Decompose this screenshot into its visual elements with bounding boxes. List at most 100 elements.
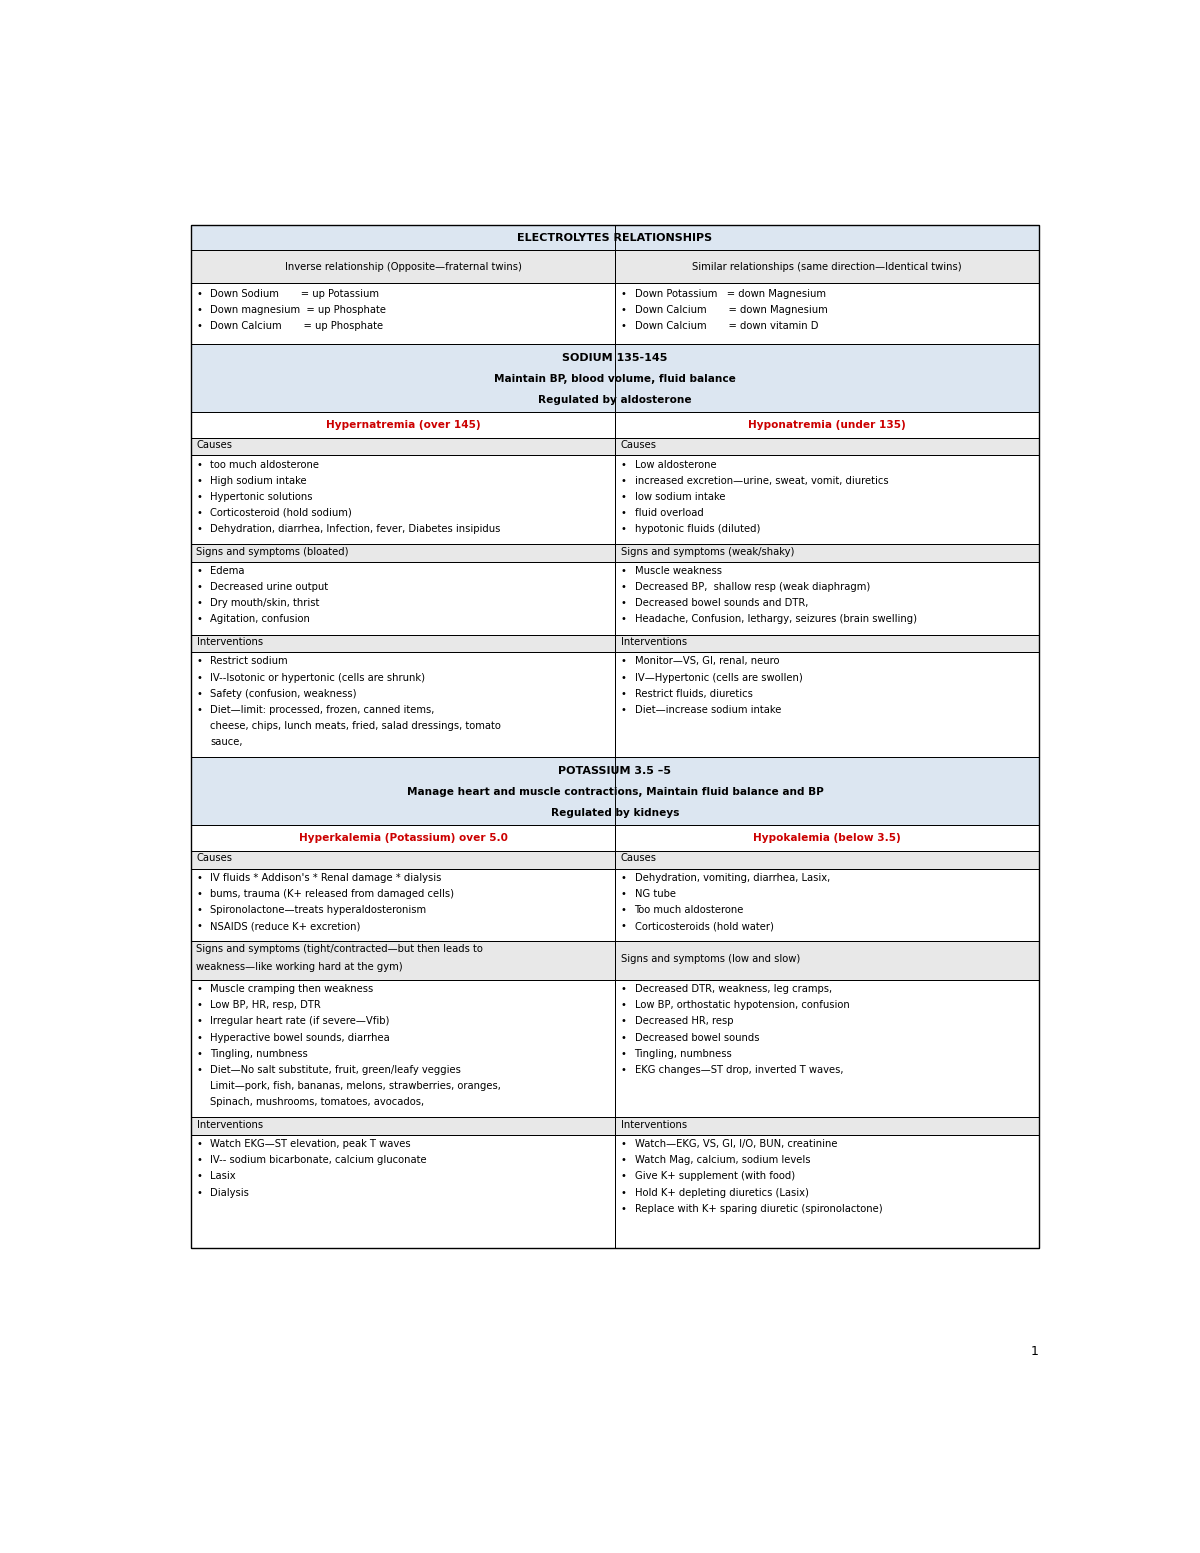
Text: Regulated by aldosterone: Regulated by aldosterone: [538, 394, 692, 405]
Text: low sodium intake: low sodium intake: [635, 492, 725, 502]
Bar: [616, 851, 1039, 868]
Bar: [191, 225, 1039, 1249]
Text: Hyperkalemia (Potassium) over 5.0: Hyperkalemia (Potassium) over 5.0: [299, 832, 508, 843]
Text: Signs and symptoms (low and slow): Signs and symptoms (low and slow): [620, 954, 800, 964]
Bar: [616, 438, 1039, 455]
Text: Decreased DTR, weakness, leg cramps,: Decreased DTR, weakness, leg cramps,: [635, 985, 832, 994]
Text: Down Calcium       = down vitamin D: Down Calcium = down vitamin D: [635, 321, 818, 331]
Bar: [191, 1135, 616, 1249]
Text: bums, trauma (K+ released from damaged cells): bums, trauma (K+ released from damaged c…: [210, 888, 455, 899]
Text: •: •: [620, 1204, 626, 1214]
Bar: [191, 412, 616, 438]
Bar: [191, 1117, 616, 1135]
Bar: [616, 825, 1039, 851]
Text: •: •: [197, 1048, 203, 1059]
Text: •: •: [620, 921, 626, 932]
Text: Diet—No salt substitute, fruit, green/leafy veggies: Diet—No salt substitute, fruit, green/le…: [210, 1065, 461, 1075]
Text: Corticosteroids (hold water): Corticosteroids (hold water): [635, 921, 774, 932]
Text: •: •: [620, 672, 626, 683]
Text: IV-- sodium bicarbonate, calcium gluconate: IV-- sodium bicarbonate, calcium glucona…: [210, 1155, 427, 1165]
Text: Agitation, confusion: Agitation, confusion: [210, 615, 311, 624]
Text: •: •: [620, 460, 626, 469]
Text: IV fluids * Addison's * Renal damage * dialysis: IV fluids * Addison's * Renal damage * d…: [210, 873, 442, 882]
Text: Maintain BP, blood volume, fluid balance: Maintain BP, blood volume, fluid balance: [494, 374, 736, 384]
Text: •: •: [197, 475, 203, 486]
Text: •: •: [620, 888, 626, 899]
Text: Give K+ supplement (with food): Give K+ supplement (with food): [635, 1171, 794, 1182]
Text: •: •: [620, 321, 626, 331]
Text: •: •: [620, 905, 626, 915]
Text: Tingling, numbness: Tingling, numbness: [210, 1048, 308, 1059]
Text: too much aldosterone: too much aldosterone: [210, 460, 319, 469]
Bar: [191, 825, 616, 851]
Text: IV—Hypertonic (cells are swollen): IV—Hypertonic (cells are swollen): [635, 672, 803, 683]
Text: Low BP, HR, resp, DTR: Low BP, HR, resp, DTR: [210, 1000, 322, 1011]
Text: •: •: [620, 1155, 626, 1165]
Bar: [616, 635, 1039, 652]
Text: •: •: [620, 705, 626, 714]
Bar: [191, 283, 616, 345]
Bar: [191, 225, 1039, 250]
Text: •: •: [197, 321, 203, 331]
Text: Dialysis: Dialysis: [210, 1188, 250, 1197]
Text: •: •: [620, 1140, 626, 1149]
Text: •: •: [620, 985, 626, 994]
Bar: [616, 250, 1039, 283]
Bar: [616, 652, 1039, 758]
Text: Down Potassium   = down Magnesium: Down Potassium = down Magnesium: [635, 289, 826, 300]
Text: •: •: [197, 705, 203, 714]
Text: Low aldosterone: Low aldosterone: [635, 460, 716, 469]
Text: •: •: [620, 1171, 626, 1182]
Text: Muscle cramping then weakness: Muscle cramping then weakness: [210, 985, 373, 994]
Text: Limit—pork, fish, bananas, melons, strawberries, oranges,: Limit—pork, fish, bananas, melons, straw…: [210, 1081, 502, 1092]
Text: Signs and symptoms (bloated): Signs and symptoms (bloated): [197, 547, 349, 556]
Text: Spironolactone—treats hyperaldosteronism: Spironolactone—treats hyperaldosteronism: [210, 905, 426, 915]
Text: sauce,: sauce,: [210, 738, 242, 747]
Text: Signs and symptoms (weak/shaky): Signs and symptoms (weak/shaky): [620, 547, 794, 556]
Text: IV--Isotonic or hypertonic (cells are shrunk): IV--Isotonic or hypertonic (cells are sh…: [210, 672, 426, 683]
Bar: [191, 652, 616, 758]
Text: Too much aldosterone: Too much aldosterone: [635, 905, 744, 915]
Text: Down Sodium       = up Potassium: Down Sodium = up Potassium: [210, 289, 379, 300]
Text: Down Calcium       = down Magnesium: Down Calcium = down Magnesium: [635, 306, 827, 315]
Text: •: •: [620, 1017, 626, 1027]
Text: Hyperactive bowel sounds, diarrhea: Hyperactive bowel sounds, diarrhea: [210, 1033, 390, 1042]
Text: Decreased urine output: Decreased urine output: [210, 582, 329, 592]
Text: Safety (confusion, weakness): Safety (confusion, weakness): [210, 688, 356, 699]
Bar: [191, 455, 616, 544]
Text: •: •: [197, 1155, 203, 1165]
Bar: [616, 544, 1039, 562]
Text: Diet—limit: processed, frozen, canned items,: Diet—limit: processed, frozen, canned it…: [210, 705, 434, 714]
Text: Similar relationships (same direction—Identical twins): Similar relationships (same direction—Id…: [692, 261, 962, 272]
Text: Corticosteroid (hold sodium): Corticosteroid (hold sodium): [210, 508, 353, 519]
Text: increased excretion—urine, sweat, vomit, diuretics: increased excretion—urine, sweat, vomit,…: [635, 475, 888, 486]
Text: •: •: [620, 615, 626, 624]
Text: •: •: [197, 1065, 203, 1075]
Text: •: •: [197, 888, 203, 899]
Text: •: •: [620, 688, 626, 699]
Text: EKG changes—ST drop, inverted T waves,: EKG changes—ST drop, inverted T waves,: [635, 1065, 844, 1075]
Text: •: •: [197, 598, 203, 609]
Text: Dry mouth/skin, thrist: Dry mouth/skin, thrist: [210, 598, 320, 609]
Text: •: •: [197, 289, 203, 300]
Text: Edema: Edema: [210, 565, 245, 576]
Text: Dehydration, vomiting, diarrhea, Lasix,: Dehydration, vomiting, diarrhea, Lasix,: [635, 873, 829, 882]
Bar: [191, 941, 616, 980]
Text: Down magnesium  = up Phosphate: Down magnesium = up Phosphate: [210, 306, 386, 315]
Text: •: •: [620, 492, 626, 502]
Text: •: •: [197, 985, 203, 994]
Text: Signs and symptoms (tight/contracted—but then leads to: Signs and symptoms (tight/contracted—but…: [197, 944, 484, 954]
Text: Interventions: Interventions: [197, 1120, 263, 1129]
Text: •: •: [620, 657, 626, 666]
Text: Watch Mag, calcium, sodium levels: Watch Mag, calcium, sodium levels: [635, 1155, 810, 1165]
Text: Restrict sodium: Restrict sodium: [210, 657, 288, 666]
Text: Diet—increase sodium intake: Diet—increase sodium intake: [635, 705, 781, 714]
Text: •: •: [197, 492, 203, 502]
Text: •: •: [197, 905, 203, 915]
Text: •: •: [197, 1171, 203, 1182]
Bar: [616, 980, 1039, 1117]
Text: cheese, chips, lunch meats, fried, salad dressings, tomato: cheese, chips, lunch meats, fried, salad…: [210, 721, 502, 731]
Bar: [616, 412, 1039, 438]
Text: Spinach, mushrooms, tomatoes, avocados,: Spinach, mushrooms, tomatoes, avocados,: [210, 1096, 425, 1107]
Text: •: •: [620, 582, 626, 592]
